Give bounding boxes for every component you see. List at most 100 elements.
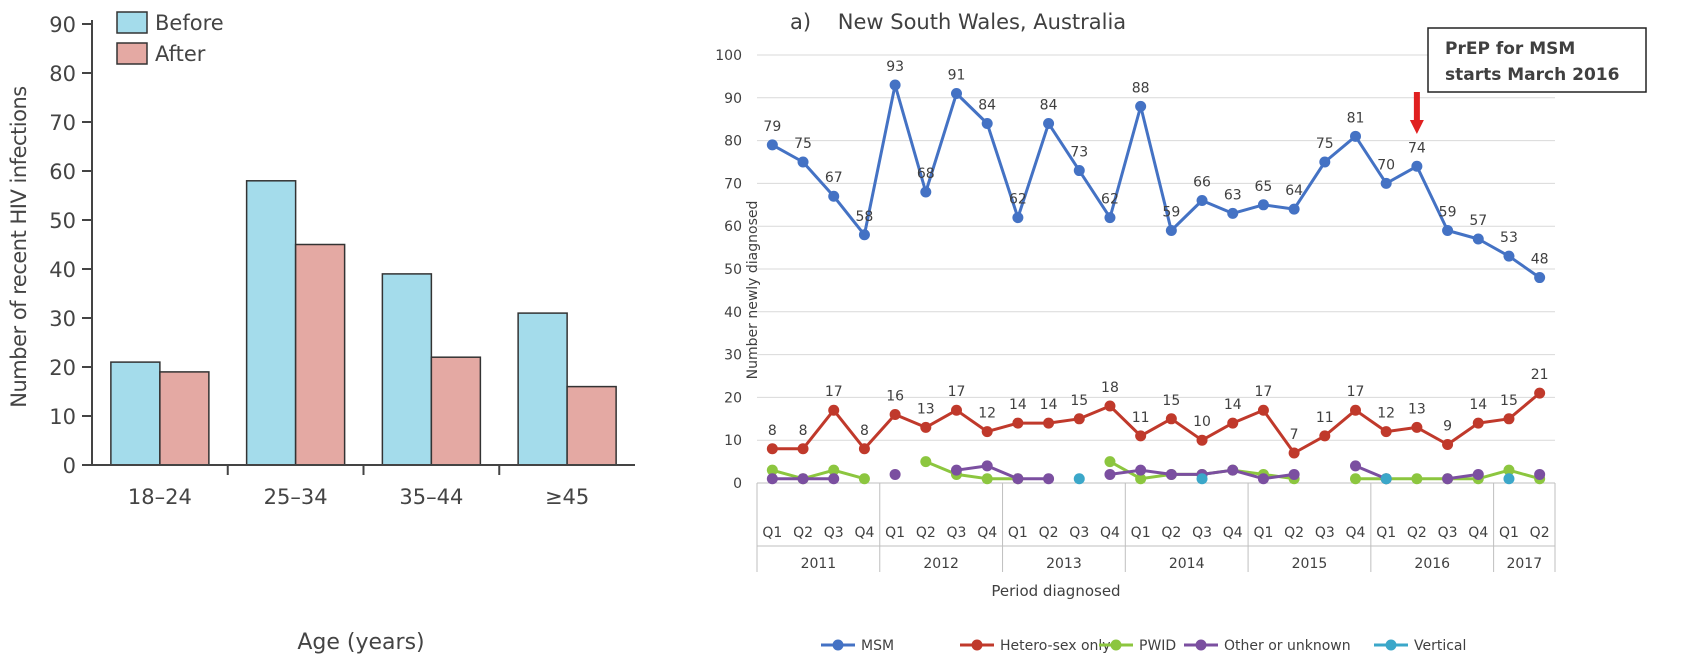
point-msm [1319, 156, 1331, 168]
data-label-msm: 68 [917, 166, 935, 182]
point-msm [1503, 250, 1515, 262]
data-label-hetero-sex-only: 15 [1070, 393, 1088, 409]
y-tick-label: 40 [49, 258, 76, 282]
point-msm [920, 186, 932, 198]
point-hetero-sex-only [1350, 404, 1361, 416]
point-hetero-sex-only [1043, 417, 1055, 429]
point-msm [828, 190, 840, 202]
line-chart: a) New South Wales, Australia Number new… [715, 10, 1647, 654]
data-label-msm: 75 [1316, 136, 1334, 152]
x-tick-label-quarter: Q2 [1284, 525, 1304, 541]
point-msm [1196, 195, 1208, 207]
point-msm [1165, 224, 1177, 236]
data-label-hetero-sex-only: 14 [1224, 397, 1242, 413]
arrow-head [1409, 120, 1424, 134]
point-hetero-sex-only [1165, 413, 1177, 425]
data-label-msm: 66 [1193, 175, 1211, 191]
x-axis-label: Period diagnosed [991, 582, 1120, 600]
y-tick-label: 60 [49, 160, 76, 184]
data-label-msm: 59 [1162, 204, 1180, 220]
data-label-hetero-sex-only: 17 [825, 384, 843, 400]
bar-after-4 [566, 385, 617, 466]
point-hetero-sex-only [1288, 447, 1300, 459]
data-label-msm: 84 [1040, 97, 1058, 113]
data-label-hetero-sex-only: 13 [917, 401, 935, 417]
point-hetero-sex-only [1442, 438, 1454, 450]
chart-title: a) New South Wales, Australia [790, 10, 1126, 34]
data-label-hetero-sex-only: 10 [1193, 414, 1211, 430]
x-tick-label-quarter: Q2 [793, 525, 813, 541]
point-hetero-sex-only [1227, 417, 1239, 429]
data-label-hetero-sex-only: 17 [1255, 384, 1273, 400]
y-tick-label: 60 [724, 219, 742, 235]
point-other-or-unknown [1165, 468, 1177, 480]
point-other-or-unknown [1043, 473, 1055, 485]
y-tick-label: 70 [724, 176, 742, 192]
x-tick-label-quarter: Q2 [1530, 525, 1550, 541]
x-tick-label-year: 2013 [1046, 556, 1082, 572]
point-hetero-sex-only [1411, 421, 1423, 433]
bar-before-1 [110, 361, 161, 466]
y-tick-label: 70 [49, 111, 76, 135]
data-label-msm: 91 [948, 68, 966, 84]
point-msm [981, 117, 993, 129]
legend-label-hetero-sex-only: Hetero-sex only [1000, 638, 1111, 654]
data-label-msm: 64 [1285, 183, 1303, 199]
x-tick-label-quarter: Q3 [1069, 525, 1089, 541]
annotation-line-1: PrEP for MSM [1445, 39, 1575, 59]
x-tick-label-quarter: Q4 [1346, 525, 1366, 541]
point-other-or-unknown [1442, 473, 1454, 485]
series-line-msm [771, 83, 1541, 279]
arrow-shaft [1413, 92, 1420, 122]
gridlines [757, 54, 1555, 441]
point-hetero-sex-only [889, 409, 901, 421]
data-label-hetero-sex-only: 14 [1009, 397, 1027, 413]
point-pwid [1411, 473, 1423, 485]
point-pwid [1503, 464, 1515, 476]
point-msm [889, 79, 901, 91]
bar-before-3 [381, 273, 433, 466]
point-msm [858, 229, 870, 241]
point-msm [797, 156, 809, 168]
point-hetero-sex-only [1319, 430, 1331, 442]
series-line-pwid [771, 468, 865, 481]
data-label-hetero-sex-only: 11 [1132, 410, 1150, 426]
x-tick-label-quarter: Q3 [1438, 525, 1458, 541]
legend-marker-pwid [1110, 639, 1122, 651]
x-tick-label-quarter: Q1 [762, 525, 782, 541]
point-hetero-sex-only [951, 404, 962, 416]
data-label-hetero-sex-only: 21 [1531, 367, 1549, 383]
data-label-hetero-sex-only: 13 [1408, 401, 1426, 417]
data-label-hetero-sex-only: 7 [1290, 427, 1299, 443]
point-hetero-sex-only [1380, 426, 1392, 438]
y-axis-ticks: 0 10 20 30 40 50 60 70 80 90 [49, 13, 92, 478]
point-pwid [1350, 473, 1361, 485]
point-other-or-unknown [1227, 464, 1239, 476]
data-label-hetero-sex-only: 15 [1162, 393, 1180, 409]
y-tick-label: 40 [724, 305, 742, 321]
point-pwid [1135, 473, 1147, 485]
data-label-msm: 75 [794, 136, 812, 152]
y-tick-label: 20 [49, 356, 76, 380]
legend-label-msm: MSM [861, 638, 894, 654]
point-hetero-sex-only [1012, 417, 1024, 429]
x-tick-label-quarter: Q1 [1253, 525, 1273, 541]
point-other-or-unknown [1288, 468, 1300, 480]
point-msm [1135, 100, 1147, 112]
x-tick-label: ≥45 [545, 485, 589, 509]
point-other-or-unknown [1472, 468, 1484, 480]
x-tick-label-quarter: Q1 [1131, 525, 1151, 541]
point-pwid [981, 473, 993, 485]
data-label-msm: 62 [1101, 192, 1119, 208]
point-hetero-sex-only [981, 426, 993, 438]
data-label-hetero-sex-only: 8 [860, 423, 869, 439]
x-tick-label-quarter: Q4 [1223, 525, 1243, 541]
point-other-or-unknown [1257, 473, 1269, 485]
data-label-msm: 63 [1224, 187, 1242, 203]
x-tick-label: 25–34 [264, 485, 328, 509]
legend-label-before: Before [155, 11, 224, 35]
data-label-msm: 59 [1439, 204, 1457, 220]
x-tick-label-quarter: Q4 [1468, 525, 1488, 541]
data-label-hetero-sex-only: 18 [1101, 380, 1119, 396]
